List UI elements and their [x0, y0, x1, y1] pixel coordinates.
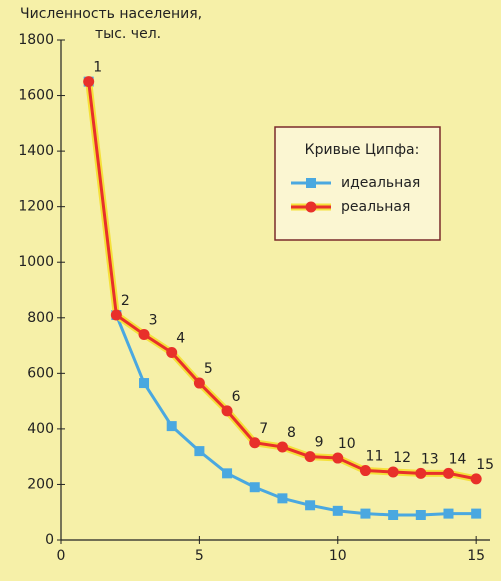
marker	[305, 500, 316, 511]
marker	[249, 482, 260, 493]
marker	[304, 451, 316, 463]
x-tick-label: 10	[329, 548, 347, 564]
marker	[442, 467, 454, 479]
point-label: 14	[449, 451, 467, 467]
y-tick-label: 800	[27, 310, 54, 326]
marker	[359, 465, 371, 477]
point-label: 8	[287, 425, 296, 441]
point-label: 12	[393, 450, 411, 466]
x-tick-label: 5	[195, 548, 204, 564]
legend-title: Кривые Ципфа:	[305, 142, 420, 158]
point-label: 2	[121, 293, 130, 309]
legend-marker	[306, 178, 316, 188]
marker	[360, 508, 371, 519]
marker	[332, 452, 344, 464]
y-tick-label: 600	[27, 365, 54, 381]
y-tick-label: 400	[27, 421, 54, 437]
y-tick-label: 1000	[18, 254, 54, 270]
marker	[415, 467, 427, 479]
y-tick-label: 1200	[18, 199, 54, 215]
marker	[222, 468, 233, 479]
y-tick-label: 1400	[18, 143, 54, 159]
marker	[388, 510, 399, 520]
marker	[138, 328, 150, 340]
y-tick-label: 0	[45, 532, 54, 548]
legend-marker	[305, 201, 317, 213]
marker	[110, 309, 122, 321]
point-label: 3	[149, 312, 158, 328]
y-tick-label: 200	[27, 476, 54, 492]
point-label: 7	[259, 421, 268, 437]
y-tick-label: 1600	[18, 88, 54, 104]
marker	[332, 505, 343, 516]
marker	[249, 437, 261, 449]
marker	[83, 76, 95, 88]
point-label: 6	[232, 389, 241, 405]
point-label: 15	[476, 457, 494, 473]
marker	[166, 421, 177, 432]
marker	[194, 446, 205, 457]
marker	[193, 377, 205, 389]
marker	[470, 473, 482, 485]
x-tick-label: 0	[57, 548, 66, 564]
marker	[277, 493, 288, 504]
point-label: 11	[366, 449, 384, 465]
marker	[415, 510, 426, 520]
marker	[387, 466, 399, 478]
point-label: 13	[421, 451, 439, 467]
y-tick-label: 1800	[18, 32, 54, 48]
point-label: 9	[315, 435, 324, 451]
marker	[443, 508, 454, 519]
point-label: 4	[176, 331, 185, 347]
point-label: 1	[93, 60, 102, 76]
legend-label: идеальная	[341, 175, 420, 191]
marker	[471, 508, 482, 519]
marker	[276, 441, 288, 453]
y-axis-label: Численность населения,	[20, 6, 202, 22]
legend-label: реальная	[341, 199, 410, 215]
y-axis-label: тыс. чел.	[95, 26, 161, 42]
point-label: 5	[204, 361, 213, 377]
marker	[139, 378, 150, 389]
marker	[166, 347, 178, 358]
marker	[221, 405, 233, 417]
x-tick-label: 15	[467, 548, 485, 564]
point-label: 10	[338, 436, 356, 452]
